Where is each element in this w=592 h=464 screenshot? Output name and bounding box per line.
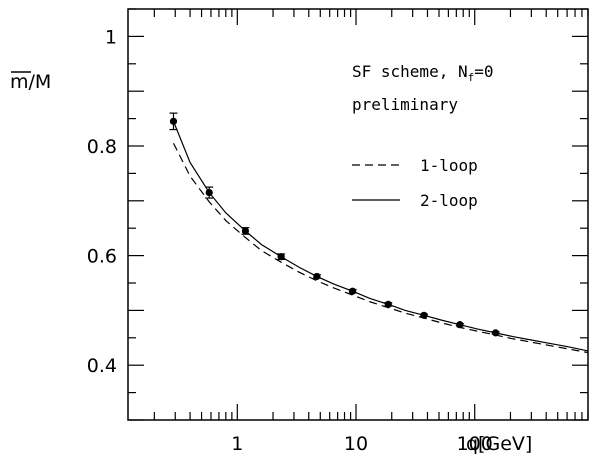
data-point: [349, 287, 357, 295]
x-axis-label: q[GeV]: [466, 433, 532, 455]
data-point: [420, 311, 428, 319]
x-tick-label: 1: [231, 433, 243, 455]
data-point: [313, 272, 321, 281]
legend-2-loop-label: 2-loop: [420, 191, 478, 210]
data-point: [492, 329, 500, 337]
legend: 1-loop 2-loop: [352, 156, 478, 210]
scheme-suffix: =0: [474, 62, 493, 81]
x-tick-label: 10: [344, 433, 368, 455]
data-points: [169, 112, 500, 337]
data-point: [241, 227, 250, 235]
data-point: [205, 188, 213, 197]
axis-ticks: [128, 8, 589, 421]
y-tick-label: 0.6: [87, 246, 117, 268]
curve-1-loop: [172, 142, 589, 354]
y-tick-label: 0.8: [87, 136, 117, 158]
scheme-subscript: f: [468, 71, 475, 84]
axis-tick-labels: 1 10 100 0.4 0.6 0.8 1: [87, 26, 493, 455]
plot-frame: [127, 8, 589, 421]
y-tick-label: 1: [105, 26, 117, 48]
y-axis-label-rest: /M: [29, 71, 52, 93]
y-axis-label: m/M: [10, 71, 51, 93]
data-point: [384, 300, 392, 308]
data-point: [277, 253, 285, 261]
curve-2-loop: [172, 121, 589, 352]
data-point: [456, 321, 464, 329]
y-tick-label: 0.4: [87, 355, 117, 377]
y-axis-label-m: m: [10, 71, 29, 93]
scheme-prefix: SF scheme, N: [352, 62, 468, 81]
legend-1-loop-label: 1-loop: [420, 156, 478, 175]
x-tick-label: 100: [457, 433, 493, 455]
scheme-annotation: SF scheme, Nf=0: [352, 62, 493, 84]
theory-curves: [172, 121, 589, 354]
data-point: [169, 117, 178, 125]
status-annotation: preliminary: [352, 95, 458, 114]
